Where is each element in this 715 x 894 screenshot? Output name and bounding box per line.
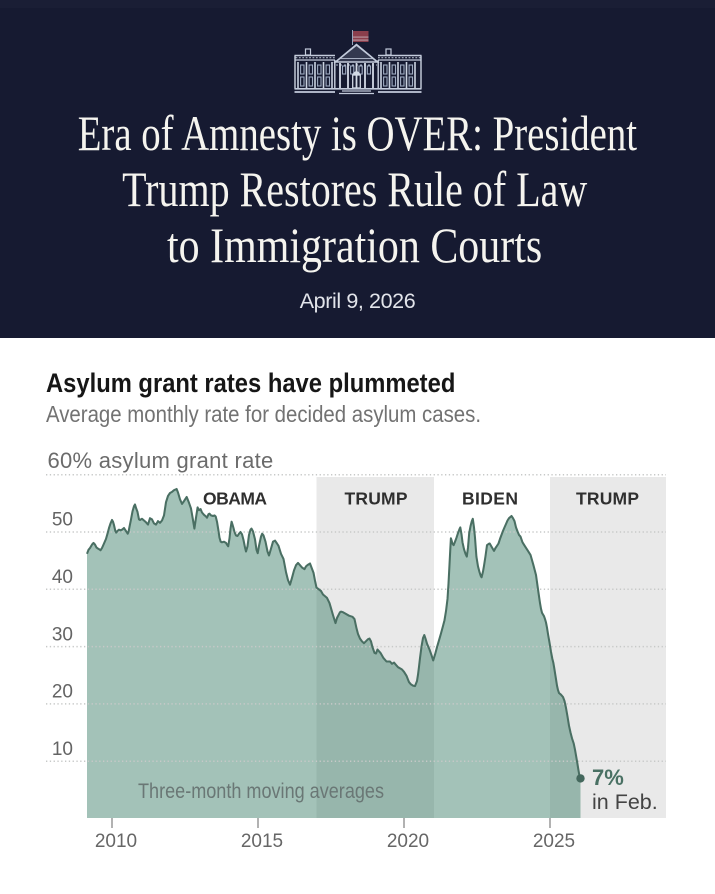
svg-text:BIDEN: BIDEN — [462, 489, 518, 509]
svg-text:2010: 2010 — [95, 831, 137, 852]
svg-text:40: 40 — [52, 567, 73, 588]
svg-text:2025: 2025 — [533, 831, 575, 852]
svg-text:7%: 7% — [592, 765, 624, 790]
svg-text:in Feb.: in Feb. — [592, 790, 658, 814]
svg-text:30: 30 — [52, 624, 73, 645]
svg-text:OBAMA: OBAMA — [203, 489, 267, 509]
svg-text:2015: 2015 — [241, 831, 283, 852]
svg-text:50: 50 — [52, 510, 73, 531]
svg-text:TRUMP: TRUMP — [576, 489, 639, 509]
svg-text:2020: 2020 — [387, 831, 429, 852]
svg-text:TRUMP: TRUMP — [345, 489, 408, 509]
svg-text:10: 10 — [52, 739, 73, 760]
svg-text:20: 20 — [52, 682, 73, 703]
svg-text:Three-month moving averages: Three-month moving averages — [138, 779, 384, 803]
